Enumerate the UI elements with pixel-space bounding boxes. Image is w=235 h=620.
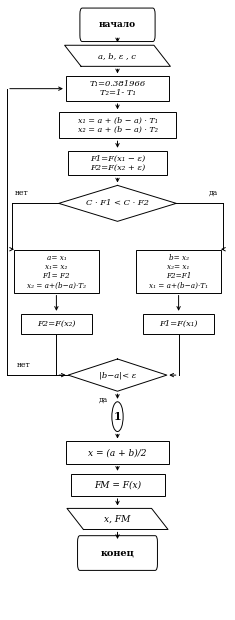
Text: FM = F(x): FM = F(x)	[94, 480, 141, 489]
Bar	[59, 112, 176, 138]
Bar	[143, 314, 214, 334]
Bar	[136, 250, 221, 293]
FancyBboxPatch shape	[80, 8, 155, 42]
Bar	[70, 474, 164, 496]
Text: a= x₁
x₁= x₂
F1= F2
x₂ = a+(b−a)·T₂: a= x₁ x₁= x₂ F1= F2 x₂ = a+(b−a)·T₂	[27, 254, 86, 290]
Polygon shape	[59, 185, 176, 221]
Text: T₁=0.381966
T₂=1- T₁: T₁=0.381966 T₂=1- T₁	[89, 80, 146, 97]
Text: 1: 1	[114, 411, 121, 422]
Text: начало: начало	[99, 20, 136, 29]
Text: x = (a + b)/2: x = (a + b)/2	[88, 448, 147, 457]
Text: да: да	[209, 189, 219, 197]
Polygon shape	[67, 508, 168, 529]
Text: F1=F(x₁): F1=F(x₁)	[159, 320, 198, 327]
Polygon shape	[68, 359, 167, 391]
Text: a, b, ε , c: a, b, ε , c	[98, 52, 137, 60]
Text: да: да	[99, 396, 108, 404]
Text: нет: нет	[14, 189, 28, 197]
Text: F1=F(x₁ − ε)
F2=F(x₂ + ε): F1=F(x₁ − ε) F2=F(x₂ + ε)	[90, 154, 145, 172]
Text: конец: конец	[101, 549, 134, 557]
Text: нет: нет	[17, 361, 30, 369]
Text: C · F1 < C · F2: C · F1 < C · F2	[86, 200, 149, 207]
Text: x₁ = a + (b − a) · T₁
x₂ = a + (b − a) · T₂: x₁ = a + (b − a) · T₁ x₂ = a + (b − a) ·…	[78, 117, 157, 134]
Bar	[66, 76, 169, 101]
Bar	[66, 441, 169, 464]
Bar	[21, 314, 92, 334]
Text: F2=F(x₂): F2=F(x₂)	[37, 320, 76, 327]
Text: b= x₂
x₂= x₁
F2=F1
x₁ = a+(b−a)·T₁: b= x₂ x₂= x₁ F2=F1 x₁ = a+(b−a)·T₁	[149, 254, 208, 290]
Text: x, FM: x, FM	[104, 515, 131, 523]
Bar	[68, 151, 167, 175]
Bar	[14, 250, 99, 293]
Circle shape	[112, 402, 123, 432]
FancyBboxPatch shape	[78, 536, 157, 570]
Polygon shape	[65, 45, 170, 66]
Text: |b−a|< ε: |b−a|< ε	[99, 371, 136, 379]
